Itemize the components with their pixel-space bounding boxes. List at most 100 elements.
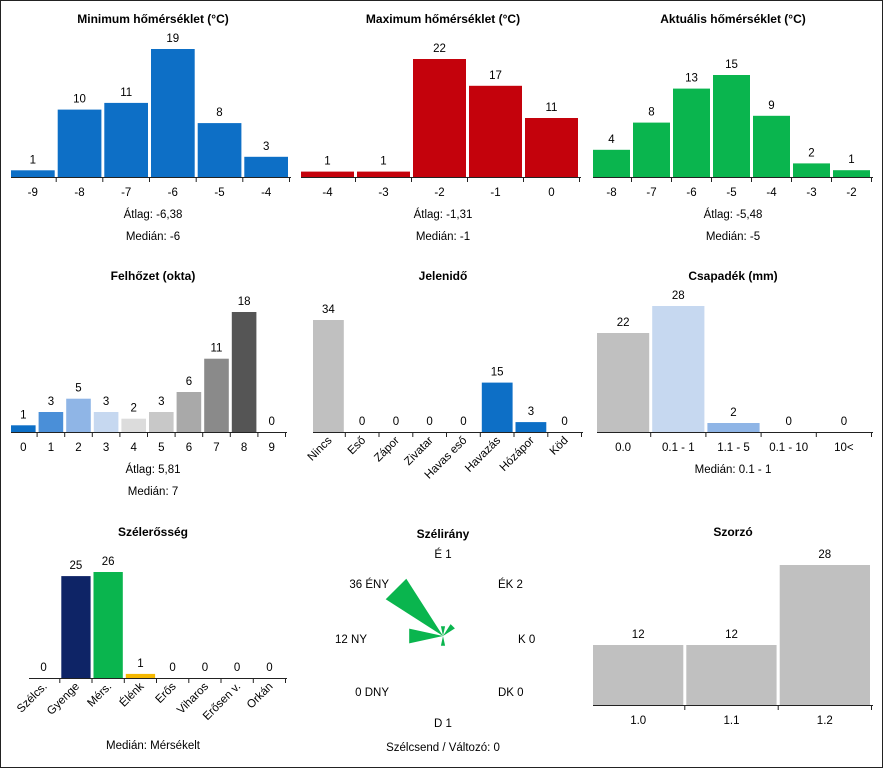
- data-label-10: 0: [268, 416, 274, 428]
- tick-label-1: 0: [20, 442, 26, 454]
- tick-label-7: -2: [846, 187, 856, 199]
- data-label-5: 0: [169, 662, 175, 674]
- data-label-4: 15: [725, 59, 738, 71]
- tick-label-3: -7: [121, 187, 131, 199]
- data-label-6: 2: [808, 147, 814, 159]
- bar-3: [93, 572, 123, 678]
- tick-label-8: Köd: [548, 435, 571, 458]
- tick-label-5: -5: [214, 187, 224, 199]
- chart-1: Minimum hőmérséklet (°C) 1 -9 10 -8 11 -7 19 -6 8…: [11, 12, 291, 243]
- tick-label-2: -3: [378, 187, 388, 199]
- data-label-2: 28: [672, 290, 685, 302]
- bar-8: [204, 358, 229, 432]
- wind-sector-ény: [385, 578, 443, 636]
- data-label-6: 15: [491, 367, 504, 379]
- tick-label-4: -1: [490, 187, 500, 199]
- data-label-4: 0: [785, 416, 791, 428]
- data-label-9: 18: [238, 296, 251, 308]
- wind-label-ék: ÉK 2: [498, 578, 523, 591]
- data-label-4: 19: [166, 33, 179, 45]
- bar-6: [149, 412, 174, 432]
- data-label-4: 3: [103, 396, 109, 408]
- bar-7: [176, 392, 202, 432]
- data-label-8: 0: [266, 662, 272, 674]
- data-label-7: 0: [234, 662, 240, 674]
- bar-3: [413, 59, 466, 177]
- bar-2: [686, 645, 777, 705]
- tick-label-3: -6: [686, 187, 696, 199]
- tick-label-2: -7: [646, 187, 656, 199]
- bar-2: [57, 109, 102, 177]
- stat-2: Medián: 7: [128, 486, 179, 498]
- tick-label-4: -6: [168, 187, 178, 199]
- chart-6: Csapadék (mm) 22 0.0 28 0.1 - 1 2 1.1 - 5 0 0.1 …: [597, 269, 873, 476]
- wind-label-ény: 36 ÉNY: [349, 578, 389, 591]
- data-label-3: 26: [102, 556, 115, 568]
- bar-4: [125, 673, 156, 678]
- wind-label-k: K 0: [518, 634, 535, 646]
- data-label-7: 1: [848, 154, 854, 166]
- wind-sector-d: [440, 636, 446, 646]
- bar-4: [93, 412, 119, 432]
- bar-1: [11, 170, 55, 177]
- chart-3: Aktuális hőmérséklet (°C) 4 -8 8 -7 13 -6 15 -5 9…: [593, 12, 873, 243]
- stat-2: Medián: -5: [706, 231, 760, 243]
- bar-5: [753, 115, 790, 177]
- data-label-1: 1: [20, 409, 26, 421]
- bar-1: [593, 645, 684, 705]
- tick-label-2: -8: [74, 187, 84, 199]
- bar-3: [707, 423, 760, 432]
- bar-1: [11, 425, 36, 432]
- data-label-8: 11: [211, 343, 223, 355]
- tick-label-5: -4: [766, 187, 777, 199]
- bar-5: [121, 418, 146, 432]
- chart-title: Szélerősség: [118, 525, 188, 539]
- data-label-5: 0: [841, 416, 847, 428]
- data-label-3: 13: [685, 73, 698, 85]
- tick-label-3: -2: [434, 187, 444, 199]
- stat-2: Medián: -6: [126, 231, 180, 243]
- tick-label-6: 5: [158, 442, 164, 454]
- tick-label-6: Havazás: [463, 434, 503, 474]
- bar-2: [652, 306, 705, 432]
- chart-8: Szélirány É 1 ÉK 2 K 0 DK 0 D 1 0 DNY 12 NY 36 É…: [335, 527, 535, 754]
- data-label-1: 4: [608, 134, 615, 146]
- tick-label-3: 2: [75, 442, 81, 454]
- chart-2: Maximum hőmérséklet (°C) 1 -4 1 -3 22 -2 17 -1 11…: [301, 12, 581, 243]
- data-label-6: 3: [263, 141, 269, 153]
- stat-1: Átlag: -6,38: [124, 208, 183, 221]
- tick-label-6: -4: [261, 187, 272, 199]
- chart-9: Szorzó 12 1.0 12 1.1 28 1.2: [593, 525, 873, 727]
- data-label-7: 6: [186, 376, 192, 388]
- tick-label-5: 0: [548, 187, 554, 199]
- data-label-8: 0: [561, 416, 567, 428]
- tick-label-4: -5: [726, 187, 736, 199]
- tick-label-1: 1.0: [630, 715, 646, 727]
- data-label-3: 11: [120, 87, 132, 99]
- tick-label-3: Mérs.: [85, 681, 114, 710]
- data-label-2: 1: [380, 156, 386, 168]
- chart-5: Jelenidő34Nincs0Eső0Zápor0Zivatar0Havas …: [306, 269, 583, 482]
- data-label-2: 3: [48, 396, 54, 408]
- data-label-4: 17: [489, 70, 502, 82]
- tick-label-7: Hózápor: [498, 435, 537, 474]
- tick-label-2: 1: [48, 442, 54, 454]
- wind-label-dny: 0 DNY: [355, 687, 389, 699]
- data-label-6: 0: [202, 662, 208, 674]
- tick-label-5: Erős: [154, 680, 179, 705]
- bar-2: [61, 576, 91, 678]
- data-label-4: 0: [426, 416, 432, 428]
- tick-label-2: 0.1 - 1: [662, 442, 695, 454]
- stat-1: Átlag: -5,48: [704, 208, 763, 221]
- tick-label-4: Zivatar: [402, 435, 435, 468]
- tick-label-1: -8: [606, 187, 616, 199]
- chart-title: Jelenidő: [419, 269, 468, 283]
- stat-1: Medián: Mérsékelt: [106, 740, 201, 752]
- tick-label-1: -4: [322, 187, 333, 199]
- chart-title: Felhőzet (okta): [111, 269, 196, 283]
- wind-label-é: É 1: [434, 548, 451, 561]
- bar-3: [779, 565, 870, 705]
- chart-title: Maximum hőmérséklet (°C): [366, 12, 520, 26]
